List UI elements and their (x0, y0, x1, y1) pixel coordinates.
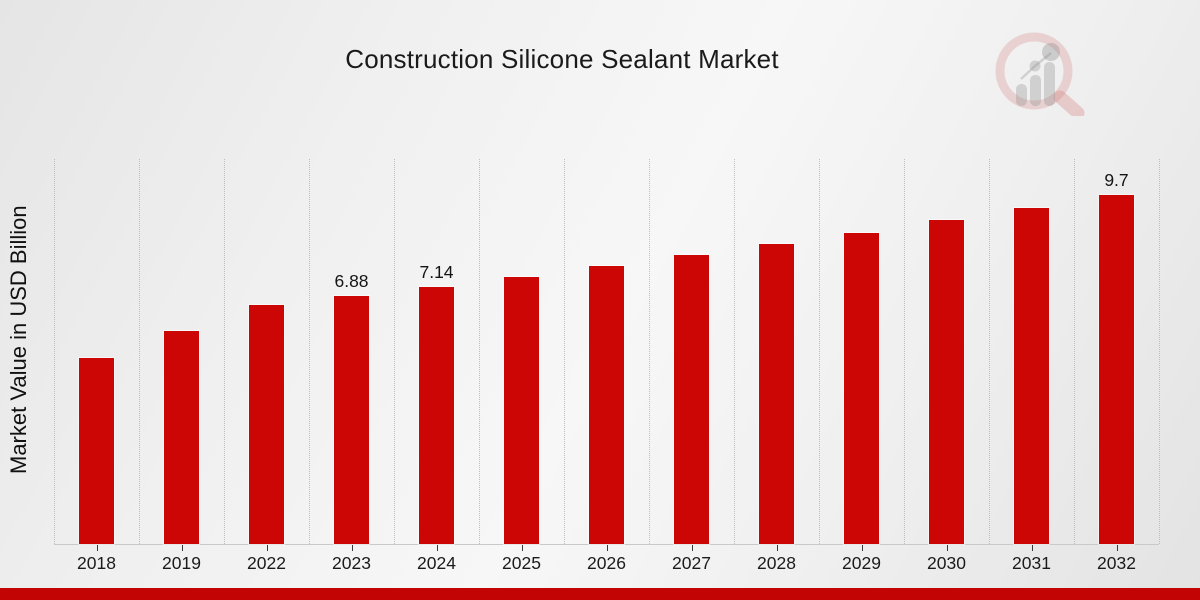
bar-value-label-2023: 6.88 (334, 271, 369, 291)
x-tick-label-2032: 2032 (1097, 553, 1136, 573)
bar-2018 (78, 357, 115, 545)
x-tick-label-2024: 2024 (417, 553, 456, 573)
x-tick-label-2030: 2030 (927, 553, 966, 573)
axis-tick (946, 545, 948, 551)
bar-2027 (673, 254, 710, 545)
bar-2030 (928, 219, 965, 545)
gridline (1159, 159, 1160, 544)
bar-2019 (163, 330, 200, 545)
bar-value-label-2032: 9.7 (1104, 170, 1129, 190)
x-tick-label-2022: 2022 (247, 553, 286, 573)
bar-2029 (843, 232, 880, 545)
axis-tick (436, 545, 438, 551)
gridline (1074, 159, 1075, 544)
gridline (309, 159, 310, 544)
bar-2025 (503, 276, 540, 545)
axis-tick (1031, 545, 1033, 551)
bar-2022 (248, 304, 285, 545)
x-tick-label-2019: 2019 (162, 553, 201, 573)
x-tick-label-2023: 2023 (332, 553, 371, 573)
x-tick-label-2028: 2028 (757, 553, 796, 573)
bar-value-label-2024: 7.14 (419, 262, 454, 282)
gridline (564, 159, 565, 544)
x-axis: 2018 2019 2022 2023 2024 2025 2026 2027 2028 2029… (54, 545, 1159, 579)
bar-2026 (588, 265, 625, 545)
axis-tick (96, 545, 98, 551)
x-tick-label-2031: 2031 (1012, 553, 1051, 573)
gridline (139, 159, 140, 544)
bar-2024 (418, 286, 455, 545)
axis-tick (266, 545, 268, 551)
axis-tick (861, 545, 863, 551)
gridline (904, 159, 905, 544)
axis-tick (776, 545, 778, 551)
axis-tick (1116, 545, 1118, 551)
plot-area: 6.88 7.14 9.7 (54, 159, 1160, 545)
gridline (479, 159, 480, 544)
chart-title: Construction Silicone Sealant Market (345, 44, 779, 74)
gridline (224, 159, 225, 544)
footer-accent-bar (0, 588, 1200, 600)
x-tick-label-2026: 2026 (587, 553, 626, 573)
gridline (649, 159, 650, 544)
gridline (394, 159, 395, 544)
x-tick-label-2027: 2027 (672, 553, 711, 573)
axis-tick (606, 545, 608, 551)
y-axis-title: Market Value in USD Billion (6, 205, 31, 475)
x-tick-label-2025: 2025 (502, 553, 541, 573)
gridline (54, 159, 55, 544)
brand-logo-icon (988, 28, 1088, 120)
gridline (989, 159, 990, 544)
axis-tick (181, 545, 183, 551)
x-tick-label-2018: 2018 (77, 553, 116, 573)
bar-2028 (758, 243, 795, 545)
axis-tick (691, 545, 693, 551)
gridline (734, 159, 735, 544)
bar-2031 (1013, 207, 1050, 545)
bar-2023 (333, 295, 370, 545)
axis-tick (521, 545, 523, 551)
bar-2032 (1098, 194, 1135, 545)
axis-tick (351, 545, 353, 551)
x-tick-label-2029: 2029 (842, 553, 881, 573)
gridline (819, 159, 820, 544)
